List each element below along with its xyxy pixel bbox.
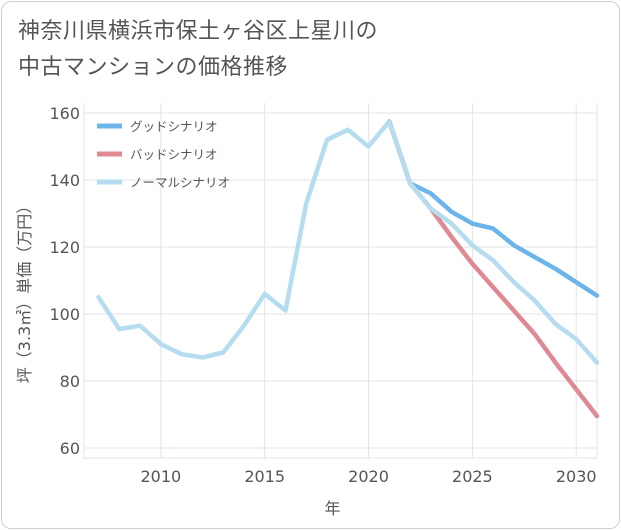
x-tick-label: 2010 bbox=[140, 467, 181, 486]
chart-title-line1: 神奈川県横浜市保土ヶ谷区上星川の bbox=[18, 19, 379, 44]
chart-title: 神奈川県横浜市保土ヶ谷区上星川の 中古マンションの価格推移 bbox=[18, 14, 608, 86]
series-line-1 bbox=[387, 119, 600, 419]
x-tick-label: 2020 bbox=[348, 467, 389, 486]
x-tick-label: 2025 bbox=[452, 467, 493, 486]
legend-label-0: グッドシナリオ bbox=[130, 119, 218, 134]
legend-label-1: バッドシナリオ bbox=[130, 147, 218, 162]
y-axis-label: 坪（3.3㎡）単価（万円） bbox=[15, 198, 34, 383]
x-tick-label: 2030 bbox=[556, 467, 597, 486]
y-tick-label: 140 bbox=[49, 171, 80, 190]
x-axis-label: 年 bbox=[324, 499, 340, 518]
y-tick-label: 60 bbox=[60, 439, 80, 458]
legend-label-2: ノーマルシナリオ bbox=[130, 175, 230, 190]
series-line-2 bbox=[96, 119, 600, 365]
y-tick-label: 160 bbox=[49, 104, 80, 123]
series-line-0 bbox=[387, 119, 600, 298]
x-tick-label: 2015 bbox=[244, 467, 285, 486]
y-tick-label: 80 bbox=[60, 372, 80, 391]
y-tick-label: 120 bbox=[49, 238, 80, 257]
chart-title-line2: 中古マンションの価格推移 bbox=[18, 55, 289, 80]
y-tick-label: 100 bbox=[49, 305, 80, 324]
